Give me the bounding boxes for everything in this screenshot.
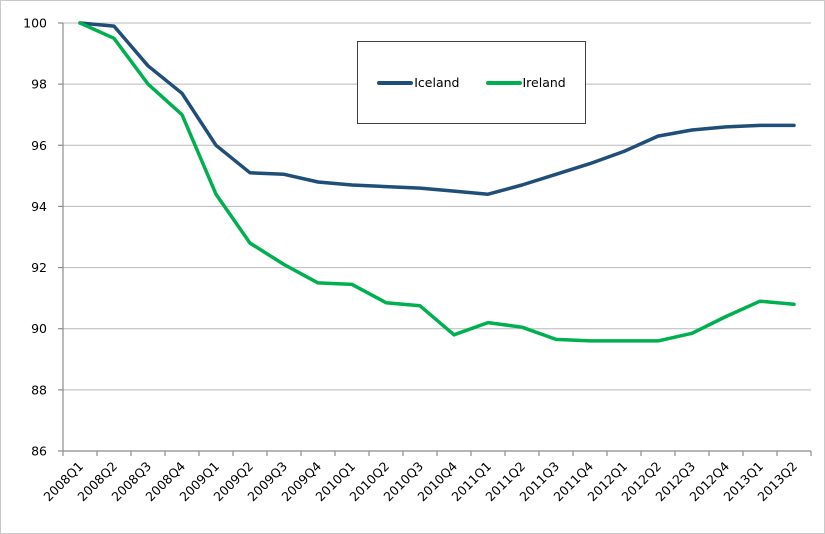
legend-label-iceland: Iceland [414, 75, 460, 90]
y-axis-label: 92 [31, 260, 47, 275]
y-axis-label: 98 [31, 77, 47, 92]
y-axis-label: 96 [31, 138, 47, 153]
legend-item-iceland: Iceland [377, 75, 460, 90]
series-line-ireland [78, 21, 796, 343]
series-line-iceland [78, 21, 796, 196]
y-axis-label: 100 [23, 16, 47, 31]
legend: Iceland Ireland [357, 41, 586, 124]
y-axis-label: 94 [31, 199, 47, 214]
y-axis-label: 90 [31, 321, 47, 336]
legend-label-ireland: Ireland [522, 75, 566, 90]
legend-item-ireland: Ireland [485, 75, 566, 90]
iceland-line-swatch-icon [377, 80, 414, 85]
ireland-line-swatch-icon [485, 80, 522, 85]
y-axis-label: 88 [31, 382, 47, 397]
y-axis-label: 86 [31, 444, 47, 459]
